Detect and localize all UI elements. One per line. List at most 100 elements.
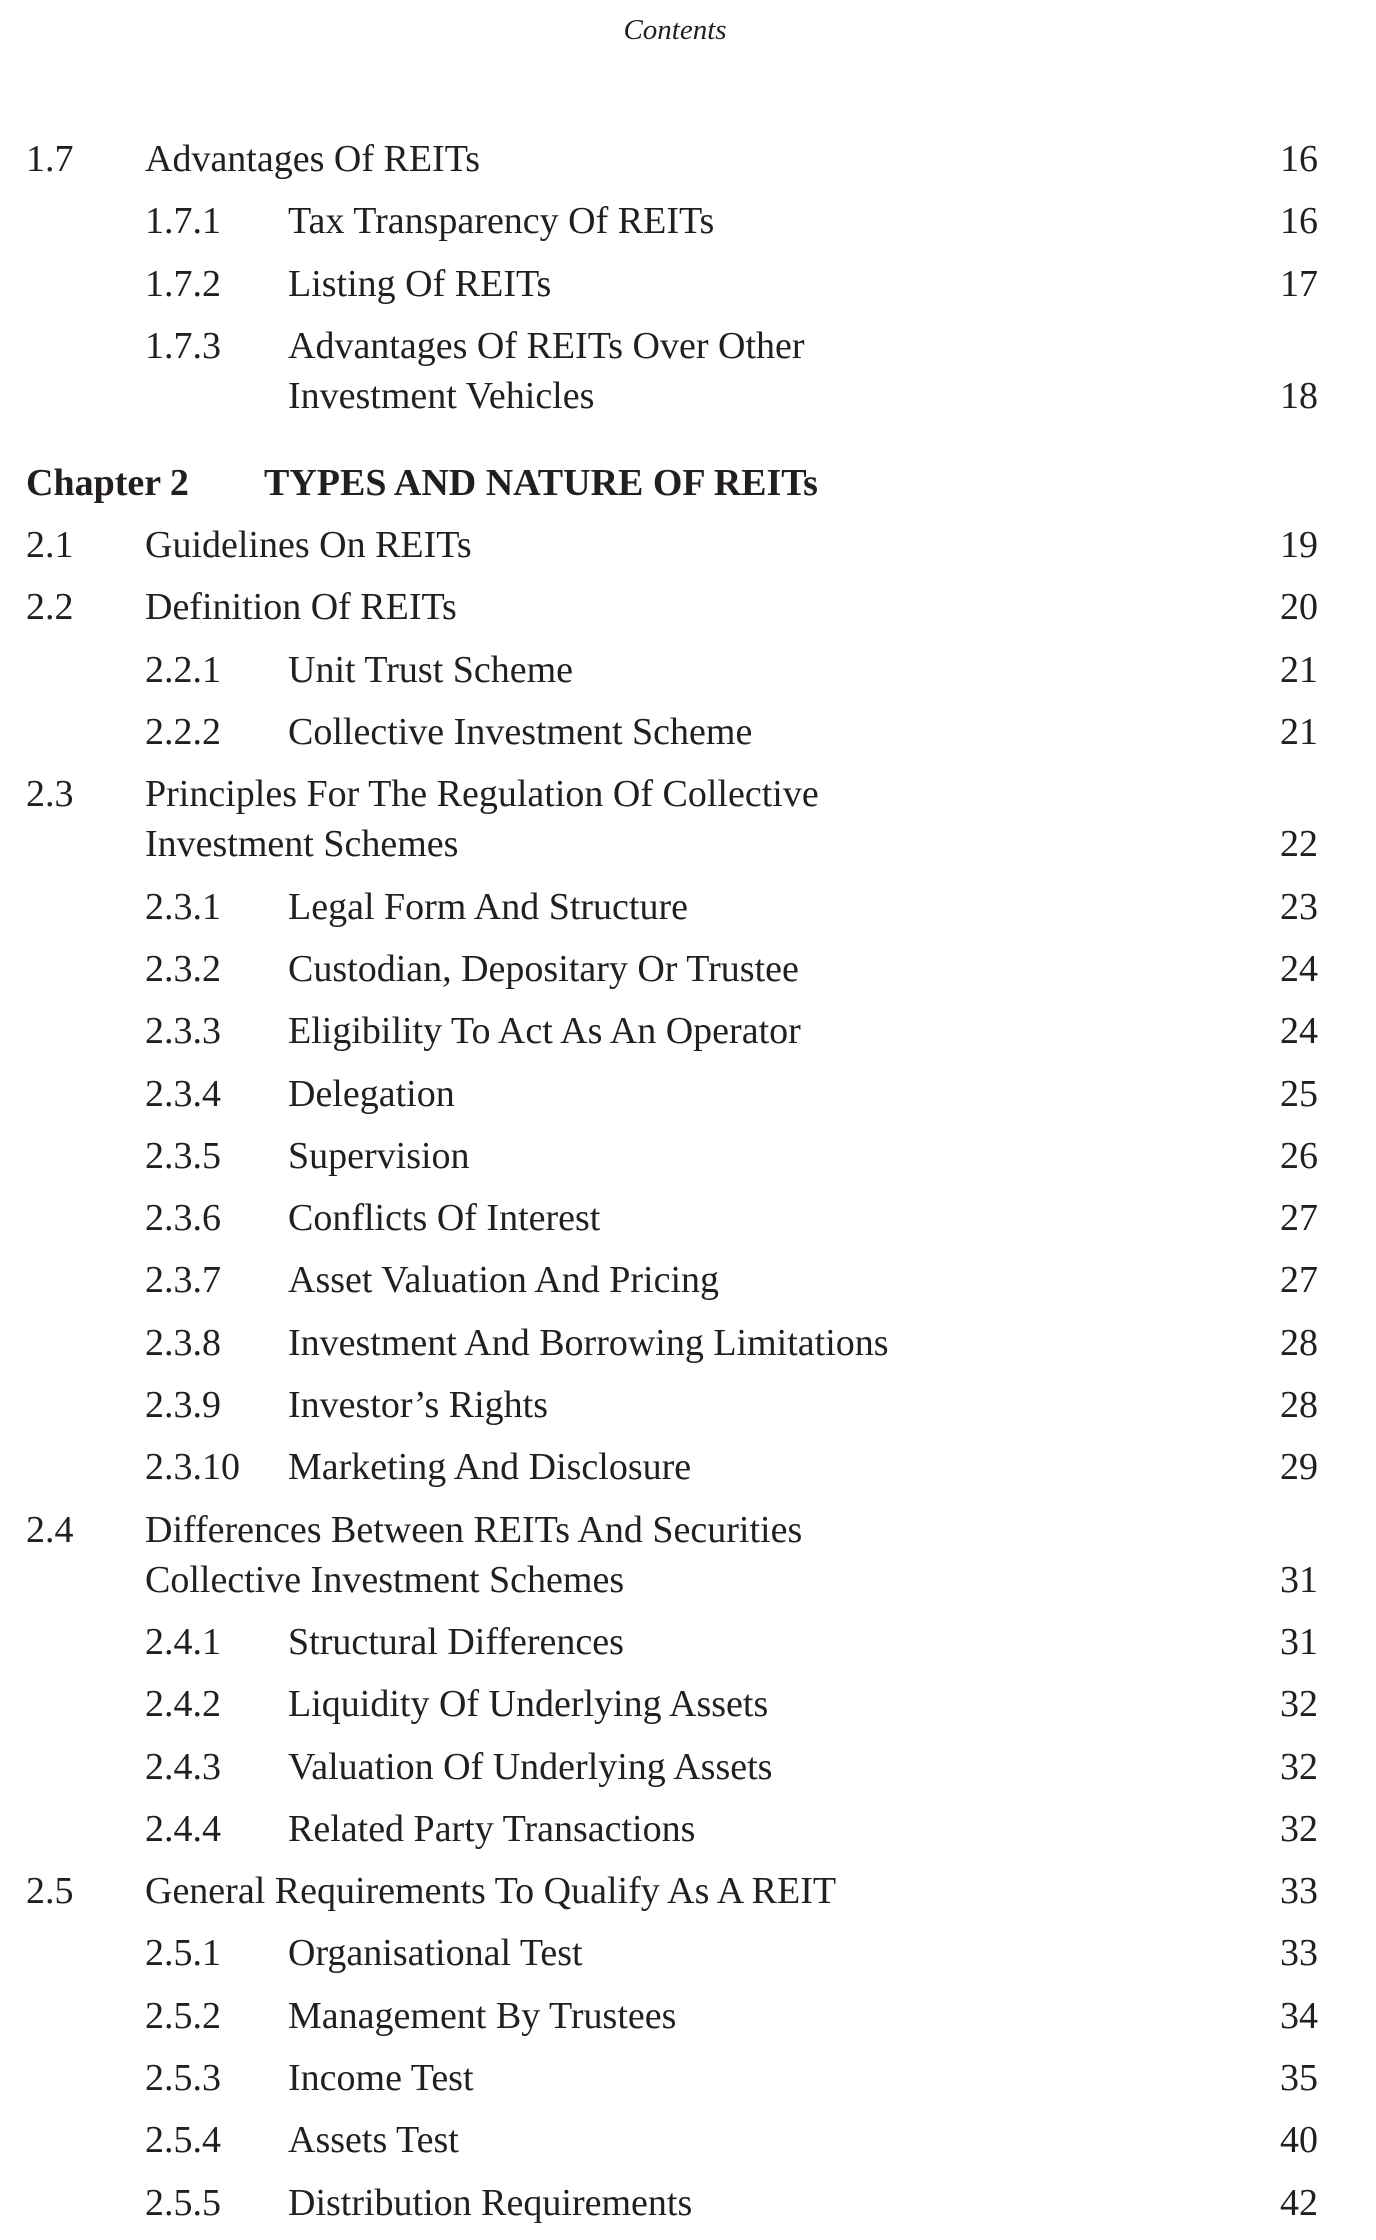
section-number: 2.2.2 xyxy=(145,711,221,754)
page-number: 28 xyxy=(1280,1321,1318,1364)
section-title-line: General Requirements To Qualify As A REI… xyxy=(145,1870,837,1913)
section-title-line: Income Test xyxy=(288,2057,474,2100)
section-title: Unit Trust Scheme xyxy=(288,645,1376,695)
page-number: 32 xyxy=(1280,1683,1318,1726)
section-title-line: Investment Vehicles xyxy=(288,374,595,417)
toc-entry: 2.3.1 Legal Form And Structure 23 xyxy=(0,882,1376,932)
section-title: Supervision xyxy=(288,1131,1376,1181)
section-title-line: Guidelines On REITs xyxy=(145,524,472,567)
section-number: 2.2.1 xyxy=(145,648,221,691)
section-title-line: Supervision xyxy=(288,1134,470,1177)
section-title-line: Unit Trust Scheme xyxy=(288,648,574,691)
section-title-line: Management By Trustees xyxy=(288,1994,677,2037)
section-number: 2.2 xyxy=(26,586,74,629)
toc-entry: 2.3.4 Delegation 25 xyxy=(0,1069,1376,1119)
toc-entry: 2.3.3 Eligibility To Act As An Operator 24 xyxy=(0,1006,1376,1056)
toc-entry: 2.1 Guidelines On REITs 19 xyxy=(0,520,1376,570)
toc-entry: 2.2.2 Collective Investment Scheme 21 xyxy=(0,707,1376,757)
section-number: 1.7.2 xyxy=(145,262,221,305)
section-title: General Requirements To Qualify As A REI… xyxy=(145,1866,1376,1916)
page-number: 35 xyxy=(1280,2057,1318,2100)
toc-entry: 2.3.7 Asset Valuation And Pricing 27 xyxy=(0,1255,1376,1305)
page-number: 16 xyxy=(1280,200,1318,243)
section-title: Conflicts Of Interest xyxy=(288,1193,1376,1243)
section-title-line: Conflicts Of Interest xyxy=(288,1197,601,1240)
section-number: 2.3 xyxy=(26,773,74,816)
section-title-line: Tax Transparency Of REITs xyxy=(288,200,715,243)
section-title-line: Investment And Borrowing Limitations xyxy=(288,1321,889,1364)
toc-entry: 2.5 General Requirements To Qualify As A … xyxy=(0,1866,1376,1916)
toc-entry: 2.3.9 Investor’s Rights 28 xyxy=(0,1380,1376,1430)
toc-entry: 2.5.1 Organisational Test 33 xyxy=(0,1928,1376,1978)
section-title: Advantages Of REITs Over Other Investment… xyxy=(288,321,1376,421)
section-title: Asset Valuation And Pricing xyxy=(288,1255,1376,1305)
page-number: 20 xyxy=(1280,586,1318,629)
section-title-line: TYPES AND NATURE OF REITs xyxy=(264,461,818,504)
section-title-line: Liquidity Of Underlying Assets xyxy=(288,1683,769,1726)
section-title-line: Delegation xyxy=(288,1072,455,1115)
section-title: Marketing And Disclosure xyxy=(288,1442,1376,1492)
toc-entry: 2.4.2 Liquidity Of Underlying Assets 32 xyxy=(0,1679,1376,1729)
section-title: Structural Differences xyxy=(288,1617,1376,1667)
page-number: 42 xyxy=(1280,2181,1318,2224)
toc-entry: 2.4 Differences Between REITs And Securit… xyxy=(0,1505,1376,1605)
section-title: Advantages Of REITs xyxy=(145,134,1376,184)
section-number: 2.3.4 xyxy=(145,1072,221,1115)
section-number: 2.3.1 xyxy=(145,885,221,928)
section-title: Valuation Of Underlying Assets xyxy=(288,1742,1376,1792)
section-number: 2.3.6 xyxy=(145,1197,221,1240)
section-title: Delegation xyxy=(288,1069,1376,1119)
section-number: 2.3.10 xyxy=(145,1446,240,1489)
page-number: 34 xyxy=(1280,1994,1318,2037)
section-title: Distribution Requirements xyxy=(288,2178,1376,2228)
toc-entry: 2.5.4 Assets Test 40 xyxy=(0,2115,1376,2165)
page-number: 24 xyxy=(1280,1010,1318,1053)
section-title: Organisational Test xyxy=(288,1928,1376,1978)
section-title: Guidelines On REITs xyxy=(145,520,1376,570)
page-number: 28 xyxy=(1280,1384,1318,1427)
section-title-line: Valuation Of Underlying Assets xyxy=(288,1745,773,1788)
page-number: 27 xyxy=(1280,1197,1318,1240)
toc-entry: 2.3.6 Conflicts Of Interest 27 xyxy=(0,1193,1376,1243)
chapter-heading: Chapter 2 TYPES AND NATURE OF REITs xyxy=(0,458,1376,508)
section-number: 2.5.1 xyxy=(145,1932,221,1975)
section-title-line: Principles For The Regulation Of Collect… xyxy=(145,773,819,816)
section-title: Liquidity Of Underlying Assets xyxy=(288,1679,1376,1729)
page-number: 26 xyxy=(1280,1134,1318,1177)
page-number: 32 xyxy=(1280,1807,1318,1850)
section-title-line: Distribution Requirements xyxy=(288,2181,693,2224)
section-number: 2.3.3 xyxy=(145,1010,221,1053)
section-title: Differences Between REITs And Securities… xyxy=(145,1505,1376,1605)
section-number: 1.7 xyxy=(26,138,74,180)
section-number: 2.5.5 xyxy=(145,2181,221,2224)
toc-entry: 1.7.2 Listing Of REITs 17 xyxy=(0,259,1376,309)
section-title: Investor’s Rights xyxy=(288,1380,1376,1430)
section-title: Tax Transparency Of REITs xyxy=(288,196,1376,246)
section-number: 1.7.3 xyxy=(145,324,221,367)
section-number: 2.3.5 xyxy=(145,1134,221,1177)
page-number: 33 xyxy=(1280,1870,1318,1913)
section-title-line: Advantages Of REITs Over Other xyxy=(288,324,805,367)
toc-entry: 2.5.5 Distribution Requirements 42 xyxy=(0,2178,1376,2228)
section-number: 2.4 xyxy=(26,1508,74,1551)
page-number: 21 xyxy=(1280,648,1318,691)
page-number: 27 xyxy=(1280,1259,1318,1302)
toc-entry: 2.3.8 Investment And Borrowing Limitation… xyxy=(0,1318,1376,1368)
section-number: 2.5.4 xyxy=(145,2119,221,2162)
page-number: 29 xyxy=(1280,1446,1318,1489)
toc-entry: 2.4.1 Structural Differences 31 xyxy=(0,1617,1376,1667)
section-title-line: Marketing And Disclosure xyxy=(288,1446,692,1489)
section-title: Eligibility To Act As An Operator xyxy=(288,1006,1376,1056)
toc-entry: 1.7 Advantages Of REITs 16 xyxy=(0,134,1376,184)
page-number: 31 xyxy=(1280,1620,1318,1663)
toc-entry: 2.3.5 Supervision 26 xyxy=(0,1131,1376,1181)
section-title: Definition Of REITs xyxy=(145,582,1376,632)
section-number: 2.3.9 xyxy=(145,1384,221,1427)
running-header: Contents xyxy=(623,14,727,46)
section-number: 2.3.2 xyxy=(145,947,221,990)
section-title-line: Custodian, Depositary Or Trustee xyxy=(288,947,799,990)
page-number: 16 xyxy=(1280,138,1318,180)
toc-entry: 2.4.3 Valuation Of Underlying Assets 32 xyxy=(0,1742,1376,1792)
section-title: Income Test xyxy=(288,2053,1376,2103)
section-title-line: Investor’s Rights xyxy=(288,1384,549,1427)
